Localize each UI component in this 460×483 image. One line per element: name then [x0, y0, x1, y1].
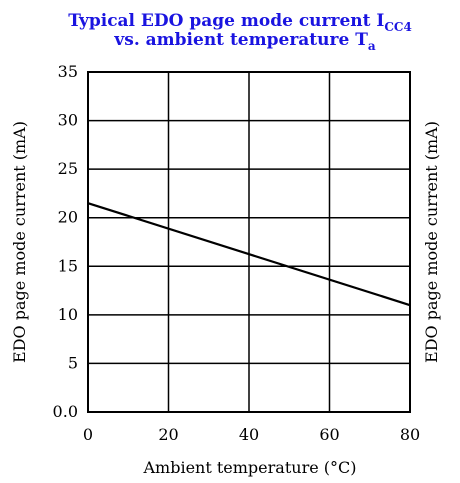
x-tick-label-3: 60 — [319, 425, 339, 444]
grid-lines — [87, 71, 411, 413]
x-tick-label-4: 80 — [400, 425, 420, 444]
chart-title-line2: vs. ambient temperature Ta — [113, 30, 375, 53]
x-tick-label-0: 0 — [83, 425, 93, 444]
y-tick-label-5: 25 — [58, 159, 78, 178]
x-axis-label: Ambient temperature (°C) — [142, 458, 356, 477]
plot-frame — [87, 71, 411, 413]
chart-title-line2-sub: a — [368, 39, 376, 53]
y-tick-label-3: 15 — [58, 256, 78, 275]
x-tick-label-1: 20 — [158, 425, 178, 444]
y-tick-label-4: 20 — [58, 208, 78, 227]
chart-title-line2-main: vs. ambient temperature T — [113, 30, 368, 50]
y-tick-label-7: 35 — [58, 62, 78, 81]
y-tick-label-1: 5 — [68, 353, 78, 372]
y-axis-label: EDO page mode current (mA) — [10, 121, 29, 363]
chart-title-line1-sub: CC4 — [384, 20, 411, 34]
series-line-0 — [87, 202, 411, 307]
y-tick-label-0: 0.0 — [53, 402, 78, 421]
chart-title-line1: Typical EDO page mode current ICC4 — [68, 11, 412, 34]
x-tick-label-2: 40 — [239, 425, 259, 444]
y-tick-label-2: 10 — [58, 305, 78, 324]
series-layer — [87, 202, 411, 307]
x-tick-labels: 0 20 40 60 80 — [83, 425, 420, 444]
adjacent-chart-ylabel: EDO page mode current (mA) — [422, 121, 441, 363]
chart-title-line1-main: Typical EDO page mode current I — [68, 11, 384, 31]
y-tick-labels: 0.0 5 10 15 20 25 30 35 — [53, 62, 78, 421]
y-tick-label-6: 30 — [58, 111, 78, 130]
